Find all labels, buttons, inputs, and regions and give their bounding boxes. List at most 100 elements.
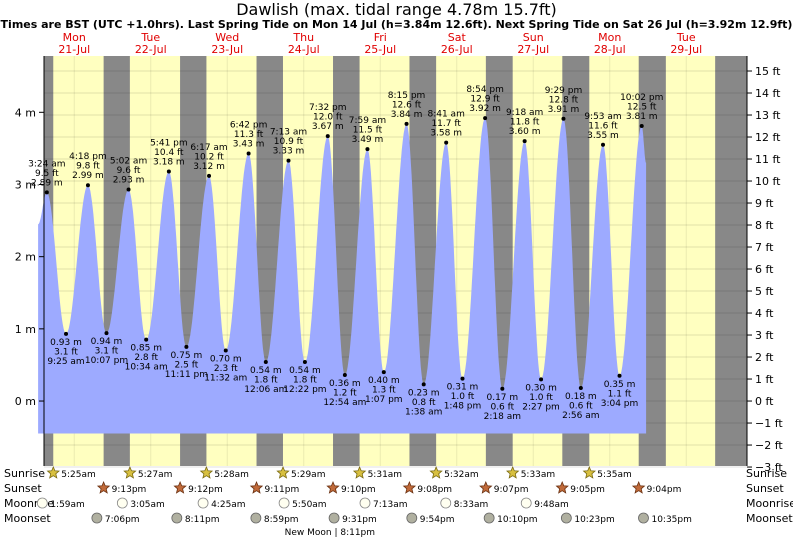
sunrise-time: 5:29am (291, 470, 326, 480)
low-tide-label: 0.36 m (329, 379, 361, 389)
low-tide-label: 10:07 pm (85, 356, 128, 366)
high-tide-label: 9.6 ft (117, 166, 141, 176)
tide-curve (38, 118, 647, 434)
day-date-label: 24-Jul (288, 43, 320, 56)
sunset-icon (479, 480, 493, 494)
moonset-icon (483, 512, 495, 524)
high-tide-label: 2.89 m (31, 178, 63, 188)
high-tide-label: 7:59 am (349, 116, 386, 126)
high-tide-label: 3.58 m (430, 129, 462, 139)
high-tide-label: 7:32 pm (309, 103, 347, 113)
low-tide-point (381, 370, 386, 375)
right-tick-label: −3 ft (755, 461, 783, 474)
high-tide-label: 12.5 ft (627, 103, 657, 113)
high-tide-label: 11.3 ft (234, 130, 264, 140)
sunset-time: 9:07pm (494, 485, 529, 495)
sunset-time: 9:12pm (188, 485, 223, 495)
low-tide-point (144, 337, 149, 342)
sunset-time: 9:04pm (647, 485, 682, 495)
low-tide-label: 1:07 pm (365, 395, 403, 405)
low-tide-label: 0.17 m (486, 393, 518, 403)
sunrise-icon (506, 465, 520, 479)
moonrise-icon (36, 497, 48, 509)
moonset-icon (250, 512, 262, 524)
tide-area (38, 118, 647, 434)
moonset-icon (91, 512, 103, 524)
high-tide-label: 10:02 pm (620, 93, 663, 103)
high-tide-label: 9:29 pm (545, 86, 583, 96)
high-tide-label: 12.9 ft (470, 95, 500, 105)
sunset-icon (249, 480, 264, 494)
high-tide-point (286, 158, 291, 163)
day-date-label: 28-Jul (594, 43, 626, 56)
high-tide-label: 3.84 m (391, 110, 423, 120)
sunrise-icon (429, 465, 443, 479)
low-tide-label: 9:25 am (47, 357, 84, 367)
day-name-label: Sat (448, 31, 467, 44)
low-tide-label: 10:34 am (125, 363, 168, 373)
high-tide-point (639, 124, 644, 129)
high-tide-label: 4:18 pm (69, 152, 107, 162)
high-tide-label: 6:42 pm (230, 120, 268, 130)
sunrise-time: 5:28am (214, 470, 249, 480)
moonset-time: 8:11pm (185, 515, 220, 525)
high-tide-label: 12.0 ft (313, 113, 343, 123)
low-tide-label: 0.31 m (447, 383, 479, 393)
low-tide-point (421, 382, 426, 387)
high-tide-label: 3.43 m (233, 139, 265, 149)
low-tide-label: 3.1 ft (95, 347, 119, 357)
sunrise-icon (46, 465, 61, 479)
right-tick-label: 0 ft (755, 395, 774, 408)
low-tide-point (263, 360, 268, 365)
low-tide-point (184, 344, 189, 349)
high-tide-label: 3:24 am (28, 159, 65, 169)
high-tide-label: 9:18 am (506, 108, 543, 118)
low-tide-label: 0.18 m (565, 392, 597, 402)
low-tide-label: 0.23 m (408, 388, 440, 398)
moonset-time: 9:54pm (420, 515, 455, 525)
right-tick-label: 1 ft (755, 373, 774, 386)
left-tick-label: 3 m (15, 178, 36, 191)
sunrise-icon (582, 465, 596, 479)
sunrise-icon (352, 465, 367, 479)
low-tide-label: 1.2 ft (333, 389, 357, 399)
high-tide-point (561, 116, 566, 121)
low-tide-label: 2:18 am (484, 412, 521, 422)
high-tide-label: 3.91 m (548, 105, 580, 115)
moonrise-time: 5:50am (292, 500, 327, 510)
high-tide-label: 3.67 m (312, 122, 344, 132)
moonset-time: 10:35pm (651, 515, 691, 525)
high-tide-point (404, 121, 409, 126)
low-tide-label: 0.35 m (604, 380, 636, 390)
low-tide-label: 11:11 pm (165, 370, 208, 380)
day-date-label: 26-Jul (441, 43, 473, 56)
low-tide-label: 1.0 ft (451, 392, 475, 402)
day-name-label: Tue (676, 31, 696, 44)
high-tide-point (325, 134, 330, 139)
right-tick-label: 5 ft (755, 285, 774, 298)
low-tide-point (64, 331, 69, 336)
moonrise-icon (278, 497, 290, 509)
low-tide-label: 12:54 am (323, 398, 366, 408)
moonset-time: 10:23pm (574, 515, 614, 525)
high-tide-point (166, 169, 171, 174)
high-tide-label: 2.99 m (72, 171, 104, 181)
low-tide-label: 1.8 ft (254, 376, 278, 386)
low-tide-label: 0.93 m (50, 338, 82, 348)
sunrise-icon (123, 465, 137, 479)
low-tide-label: 0.70 m (210, 355, 242, 365)
moonrise-time: 9:48am (534, 500, 569, 510)
sunset-icon (96, 480, 111, 494)
high-tide-label: 10.4 ft (154, 148, 184, 158)
moonset-time: 7:06pm (105, 515, 140, 525)
daylight-band (665, 56, 716, 466)
day-name-label: Wed (215, 31, 239, 44)
left-tick-label: 2 m (15, 251, 36, 264)
low-tide-point (500, 386, 505, 391)
low-tide-label: 11:32 am (204, 374, 247, 384)
moonset-icon (560, 512, 572, 524)
low-tide-point (104, 331, 109, 336)
high-tide-label: 11.5 ft (353, 126, 383, 136)
sunrise-icon (199, 465, 214, 479)
